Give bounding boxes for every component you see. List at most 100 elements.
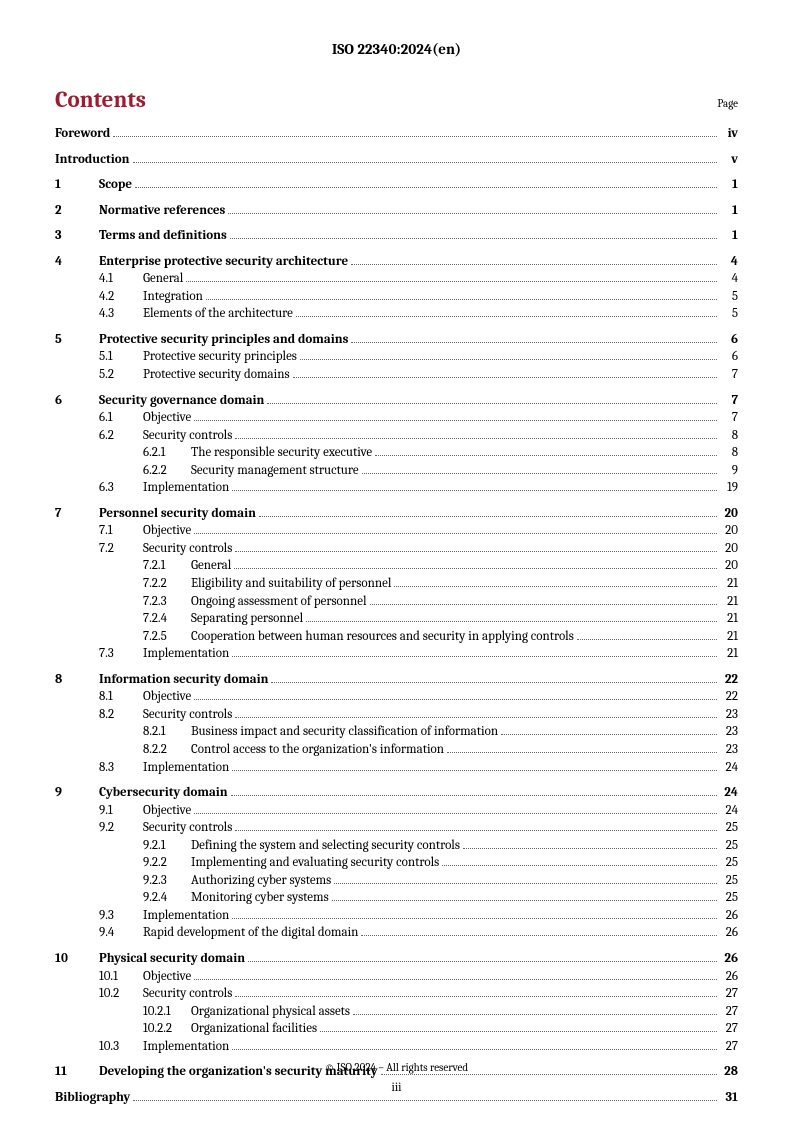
toc-entry-number: 7.2.5 — [143, 628, 191, 646]
toc-entry: 9.3Implementation26 — [99, 907, 738, 925]
toc-entry-title: Security controls — [143, 706, 232, 724]
toc-entry: 4.2Integration5 — [99, 288, 738, 306]
toc-entry: 7.3Implementation21 — [99, 645, 738, 663]
toc-entry-title: Implementation — [143, 1038, 229, 1056]
toc-entry-title: Elements of the architecture — [143, 305, 293, 323]
toc-entry-page: 23 — [720, 741, 738, 759]
table-of-contents: Forewordiv Introductionv 1Scope1 2Normative… — [55, 125, 738, 1106]
toc-entry-title: Security controls — [143, 540, 232, 558]
toc-entry-number: 5.1 — [99, 348, 143, 366]
toc-entry-page: 25 — [720, 819, 738, 837]
toc-entry: 8.2Security controls23 — [99, 706, 738, 724]
toc-entry-page: 25 — [720, 837, 738, 855]
toc-block: 1Scope1 — [55, 176, 738, 194]
toc-entry-page: 4 — [720, 270, 738, 288]
toc-leader — [186, 271, 717, 282]
toc-entry-title: Authorizing cyber systems — [191, 872, 331, 890]
toc-entry-page: 23 — [720, 723, 738, 741]
toc-leader — [194, 802, 717, 813]
toc-leader — [231, 785, 717, 796]
toc-entry-page: 20 — [720, 557, 738, 575]
toc-entry: 9.2.4Monitoring cyber systems25 — [143, 889, 738, 907]
toc-entry-number: 6.2 — [99, 427, 143, 445]
toc-entry-title: Defining the system and selecting securi… — [191, 837, 460, 855]
toc-entry-page: 1 — [720, 227, 738, 245]
toc-entry-title: Ongoing assessment of personnel — [191, 593, 367, 611]
toc-entry-page: 5 — [720, 305, 738, 323]
toc-entry-number: 7.3 — [99, 645, 143, 663]
toc-entry-page: 22 — [720, 688, 738, 706]
toc-entry-page: 25 — [720, 872, 738, 890]
toc-entry-number: 6.2.1 — [143, 444, 191, 462]
toc-entry-title: Cybersecurity domain — [99, 784, 228, 802]
toc-entry-title: Security management structure — [191, 462, 359, 480]
toc-entry-title: Implementation — [143, 645, 229, 663]
toc-entry: 4.3Elements of the architecture5 — [99, 305, 738, 323]
toc-block: 2Normative references1 — [55, 202, 738, 220]
toc-entry-page: 1 — [720, 176, 738, 194]
toc-leader — [370, 593, 717, 604]
toc-entry-page: 21 — [720, 575, 738, 593]
toc-entry: 4Enterprise protective security architec… — [55, 253, 738, 271]
toc-entry-number: 9.3 — [99, 907, 143, 925]
toc-block: 9Cybersecurity domain249.1Objective 24 9.2… — [55, 784, 738, 942]
toc-leader — [194, 523, 717, 534]
toc-leader — [293, 367, 717, 378]
toc-entry-page: 27 — [720, 985, 738, 1003]
toc-leader — [230, 228, 717, 239]
toc-entry-title: Objective — [143, 802, 191, 820]
toc-entry-title: Implementation — [143, 479, 229, 497]
toc-entry: 10.3Implementation27 — [99, 1038, 738, 1056]
toc-entry: Forewordiv — [55, 125, 738, 143]
page-number: iii — [0, 1080, 793, 1094]
toc-leader — [361, 925, 717, 936]
toc-entry-number: 9.1 — [99, 802, 143, 820]
toc-block: 4Enterprise protective security architec… — [55, 253, 738, 323]
toc-entry-number: 3 — [55, 227, 99, 245]
toc-entry-number: 8 — [55, 671, 99, 689]
contents-title: Contents — [55, 86, 146, 113]
toc-entry-title: Protective security principles — [143, 348, 297, 366]
toc-block: 3Terms and definitions1 — [55, 227, 738, 245]
toc-entry-number: 6.2.2 — [143, 462, 191, 480]
toc-block: Introductionv — [55, 151, 738, 169]
toc-entry-number: 10.3 — [99, 1038, 143, 1056]
toc-entry-number: 5.2 — [99, 366, 143, 384]
toc-entry-title: Security controls — [143, 427, 232, 445]
toc-entry-page: 22 — [720, 671, 738, 689]
toc-entry: Introductionv — [55, 151, 738, 169]
toc-entry-title: Objective — [143, 968, 191, 986]
toc-entry: 8.1Objective22 — [99, 688, 738, 706]
toc-leader — [394, 576, 717, 587]
toc-leader — [447, 742, 717, 753]
toc-entry-page: 23 — [720, 706, 738, 724]
toc-entry-number: 6.1 — [99, 409, 143, 427]
toc-leader — [234, 558, 717, 569]
toc-entry: 9Cybersecurity domain24 — [55, 784, 738, 802]
toc-entry: 8.2.1Business impact and security classi… — [143, 723, 738, 741]
toc-entry-page: 5 — [720, 288, 738, 306]
toc-leader — [375, 445, 717, 456]
toc-entry-number: 7.2.4 — [143, 610, 191, 628]
toc-entry: 7Personnel security domain20 — [55, 505, 738, 523]
toc-entry-title: Objective — [143, 522, 191, 540]
toc-entry-page: 9 — [720, 462, 738, 480]
toc-entry-number: 9 — [55, 784, 99, 802]
toc-entry-page: 27 — [720, 1003, 738, 1021]
toc-leader — [235, 706, 717, 717]
toc-entry-title: Physical security domain — [99, 950, 245, 968]
toc-entry-page: 24 — [720, 802, 738, 820]
toc-entry-number: 7.1 — [99, 522, 143, 540]
toc-entry-number: 7.2.1 — [143, 557, 191, 575]
toc-entry: 9.2.1Defining the system and selecting s… — [143, 837, 738, 855]
toc-leader — [332, 890, 717, 901]
toc-entry: 8.2.2Control access to the organization'… — [143, 741, 738, 759]
toc-leader — [442, 855, 717, 866]
toc-entry-title: Objective — [143, 409, 191, 427]
toc-entry: 7.2.4Separating personnel21 — [143, 610, 738, 628]
toc-entry-page: 7 — [720, 409, 738, 427]
toc-entry-number: 4.2 — [99, 288, 143, 306]
toc-leader — [306, 611, 717, 622]
toc-entry-number: 10.2.2 — [143, 1020, 191, 1038]
footer-copyright: © ISO 2024 – All rights reserved — [0, 1061, 793, 1074]
